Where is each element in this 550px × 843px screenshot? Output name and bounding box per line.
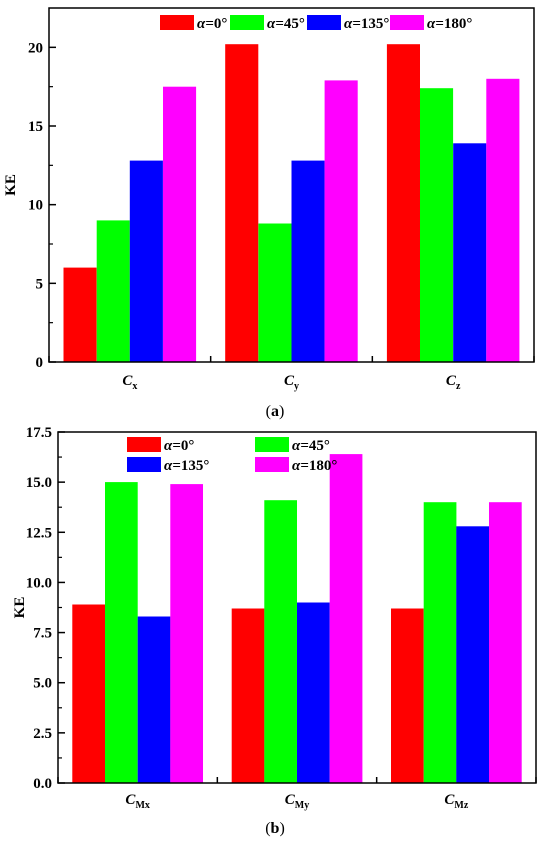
y-tick-label-1-0: 0.0 bbox=[33, 776, 52, 792]
y-tick-label-0-0: 0 bbox=[36, 355, 44, 371]
legend-swatch-1-1 bbox=[255, 437, 289, 452]
legend-label-1-1: α=45° bbox=[292, 438, 330, 454]
bar-0-s0-c2 bbox=[386, 44, 420, 362]
bar-1-s1-c1 bbox=[264, 500, 297, 783]
x-category-label-0-2: Cz bbox=[446, 373, 461, 392]
bar-1-s3-c2 bbox=[489, 502, 522, 783]
y-tick-label-1-1: 2.5 bbox=[33, 726, 52, 742]
legend-swatch-0-2 bbox=[307, 15, 341, 30]
bar-0-s0-c1 bbox=[225, 44, 259, 362]
bar-1-s2-c0 bbox=[137, 616, 171, 783]
bar-0-s2-c2 bbox=[453, 143, 487, 362]
legend-label-1-3: α=180° bbox=[292, 458, 337, 474]
y-tick-label-1-6: 15.0 bbox=[26, 475, 52, 491]
chart-panel-1: 0.0 2.5 5.0 7.5 10.0 12.5 15.0 17.5 CMx CMy CMz KE α… bbox=[12, 425, 537, 837]
bar-1-s1-c2 bbox=[423, 502, 457, 783]
y-tick-label-1-7: 17.5 bbox=[26, 425, 52, 441]
x-category-label-1-2: CMz bbox=[444, 792, 468, 811]
y-tick-label-0-1: 5 bbox=[36, 276, 44, 292]
x-category-label-1-0: CMx bbox=[125, 792, 149, 811]
legend-label-0-0: α=0° bbox=[197, 16, 227, 32]
legend-swatch-0-1 bbox=[230, 15, 264, 30]
y-tick-label-1-4: 10.0 bbox=[26, 575, 52, 591]
y-tick-label-1-5: 12.5 bbox=[26, 525, 52, 541]
bar-1-s0-c0 bbox=[72, 604, 105, 783]
bar-0-s1-c2 bbox=[420, 88, 454, 362]
y-tick-label-1-2: 5.0 bbox=[33, 676, 52, 692]
bar-1-s2-c1 bbox=[297, 602, 330, 783]
x-category-label-1-1: CMy bbox=[285, 792, 309, 811]
bar-1-s1-c0 bbox=[105, 482, 138, 783]
bar-0-s0-c0 bbox=[63, 267, 97, 362]
y-tick-label-0-4: 20 bbox=[28, 40, 43, 56]
plot-frame-0 bbox=[48, 7, 535, 363]
legend-label-0-3: α=180° bbox=[427, 16, 472, 32]
bar-0-s2-c1 bbox=[291, 160, 325, 362]
chart-panel-0: 0 5 10 15 20 Cx Cy Cz KE α=0° α=45° α=135° α=180° (a) bbox=[3, 7, 535, 420]
bar-1-s3-c0 bbox=[170, 484, 203, 783]
legend-swatch-0-3 bbox=[390, 15, 424, 30]
panel-label-0: (a) bbox=[266, 403, 285, 420]
y-tick-label-1-3: 7.5 bbox=[33, 626, 52, 642]
legend-swatch-0-0 bbox=[160, 15, 194, 30]
bar-0-s3-c0 bbox=[163, 86, 197, 362]
legend-label-0-2: α=135° bbox=[344, 16, 389, 32]
y-tick-label-0-2: 10 bbox=[28, 198, 43, 214]
bar-0-s2-c0 bbox=[129, 160, 163, 362]
bar-1-s0-c2 bbox=[391, 608, 424, 783]
y-axis-title-1: KE bbox=[12, 597, 28, 619]
legend-swatch-1-0 bbox=[127, 437, 161, 452]
legend-swatch-1-3 bbox=[255, 457, 289, 472]
panel-label-1: (b) bbox=[265, 820, 285, 837]
legend-swatch-1-2 bbox=[127, 457, 161, 472]
bar-1-s0-c1 bbox=[231, 608, 265, 783]
legend-label-1-2: α=135° bbox=[164, 458, 209, 474]
bar-1-s2-c2 bbox=[456, 526, 489, 783]
bar-0-s3-c1 bbox=[324, 80, 358, 363]
bar-0-s1-c0 bbox=[96, 220, 130, 362]
x-category-label-0-1: Cy bbox=[284, 373, 299, 392]
bar-1-s3-c1 bbox=[329, 454, 363, 783]
legend-label-1-0: α=0° bbox=[164, 438, 194, 454]
x-category-label-0-0: Cx bbox=[122, 373, 137, 392]
bar-0-s1-c1 bbox=[258, 223, 292, 362]
legend-label-0-1: α=45° bbox=[267, 16, 305, 32]
y-tick-label-0-3: 15 bbox=[28, 119, 43, 135]
y-axis-title-0: KE bbox=[3, 174, 19, 196]
bar-0-s3-c2 bbox=[486, 78, 520, 363]
